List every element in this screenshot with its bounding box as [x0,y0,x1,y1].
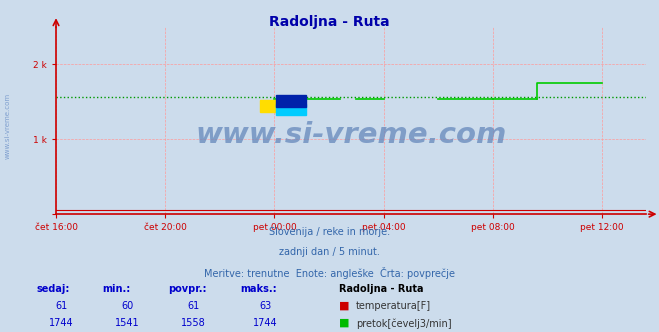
Text: min.:: min.: [102,284,130,294]
Text: 1744: 1744 [253,318,278,328]
Text: sedaj:: sedaj: [36,284,70,294]
Text: Radoljna - Ruta: Radoljna - Ruta [339,284,424,294]
Text: zadnji dan / 5 minut.: zadnji dan / 5 minut. [279,247,380,257]
Text: 61: 61 [55,301,67,311]
Text: www.si-vreme.com: www.si-vreme.com [195,122,507,149]
Text: maks.:: maks.: [241,284,277,294]
Text: 60: 60 [121,301,133,311]
Text: Meritve: trenutne  Enote: angleške  Črta: povprečje: Meritve: trenutne Enote: angleške Črta: … [204,267,455,279]
Text: Slovenija / reke in morje.: Slovenija / reke in morje. [269,227,390,237]
Text: www.si-vreme.com: www.si-vreme.com [5,93,11,159]
Bar [260,100,289,112]
Text: temperatura[F]: temperatura[F] [356,301,431,311]
Text: 1541: 1541 [115,318,140,328]
Text: 61: 61 [187,301,199,311]
Bar [276,95,306,107]
Text: 1744: 1744 [49,318,74,328]
Text: pretok[čevelj3/min]: pretok[čevelj3/min] [356,318,451,329]
Text: 1558: 1558 [181,318,206,328]
Text: ■: ■ [339,301,350,311]
Text: Radoljna - Ruta: Radoljna - Ruta [269,15,390,29]
Text: 63: 63 [260,301,272,311]
Text: povpr.:: povpr.: [168,284,206,294]
Bar [276,104,306,116]
Text: ■: ■ [339,318,350,328]
